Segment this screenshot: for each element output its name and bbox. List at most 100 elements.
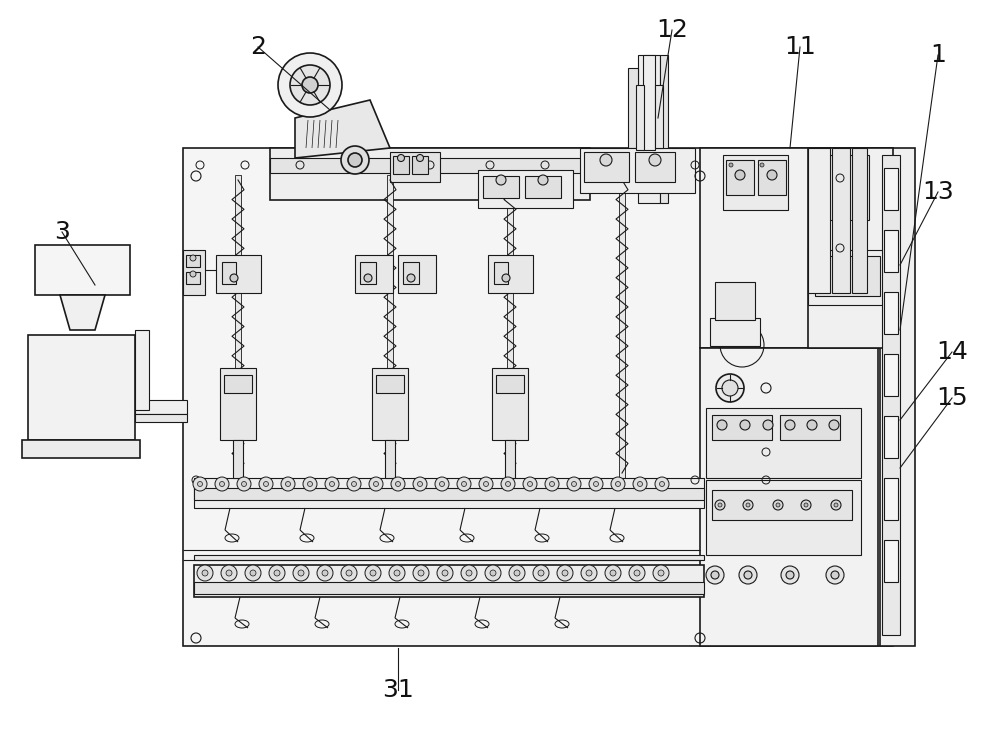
Circle shape <box>365 565 381 581</box>
Circle shape <box>462 482 466 486</box>
Circle shape <box>437 565 453 581</box>
Bar <box>726 160 754 195</box>
Circle shape <box>193 477 207 491</box>
Circle shape <box>330 482 334 486</box>
Text: 14: 14 <box>936 340 968 364</box>
Bar <box>808 148 830 293</box>
Bar <box>660 55 668 203</box>
Circle shape <box>317 565 333 581</box>
Bar <box>488 255 533 293</box>
Circle shape <box>715 500 725 510</box>
Circle shape <box>407 274 415 282</box>
Circle shape <box>634 570 640 576</box>
Circle shape <box>259 477 273 491</box>
Text: 1: 1 <box>930 43 946 67</box>
Circle shape <box>418 570 424 576</box>
Circle shape <box>347 477 361 491</box>
Circle shape <box>545 477 559 491</box>
Text: 13: 13 <box>922 180 954 204</box>
Circle shape <box>302 77 318 93</box>
Circle shape <box>786 571 794 579</box>
Circle shape <box>202 570 208 576</box>
Bar <box>376 375 404 393</box>
Bar <box>387 175 393 478</box>
Circle shape <box>303 477 317 491</box>
Circle shape <box>281 477 295 491</box>
Circle shape <box>502 274 510 282</box>
Bar <box>884 168 898 210</box>
Circle shape <box>396 482 400 486</box>
Circle shape <box>370 570 376 576</box>
Circle shape <box>341 146 369 174</box>
Bar <box>28 335 135 440</box>
Bar <box>360 262 376 284</box>
Circle shape <box>711 571 719 579</box>
Bar <box>398 255 436 293</box>
Bar <box>194 478 704 508</box>
Circle shape <box>572 482 576 486</box>
Circle shape <box>638 482 642 486</box>
Bar <box>628 68 638 148</box>
Circle shape <box>557 565 573 581</box>
Circle shape <box>413 565 429 581</box>
Circle shape <box>416 155 424 161</box>
Bar <box>270 158 590 173</box>
Bar <box>884 230 898 272</box>
Circle shape <box>398 155 404 161</box>
Circle shape <box>600 154 612 166</box>
Text: 2: 2 <box>250 35 266 59</box>
Circle shape <box>744 571 752 579</box>
Circle shape <box>364 274 372 282</box>
Circle shape <box>718 503 722 507</box>
Bar <box>222 262 236 284</box>
Bar <box>884 354 898 396</box>
Circle shape <box>562 570 568 576</box>
Circle shape <box>528 482 532 486</box>
Bar <box>393 156 409 174</box>
Bar <box>884 478 898 520</box>
Circle shape <box>735 170 745 180</box>
Circle shape <box>767 170 777 180</box>
Circle shape <box>773 500 783 510</box>
Circle shape <box>610 570 616 576</box>
Bar <box>235 175 241 478</box>
Circle shape <box>352 482 356 486</box>
Bar <box>858 155 869 220</box>
Circle shape <box>413 477 427 491</box>
Circle shape <box>391 477 405 491</box>
Bar <box>580 148 695 193</box>
Circle shape <box>226 570 232 576</box>
Circle shape <box>290 65 330 105</box>
Circle shape <box>550 482 554 486</box>
Circle shape <box>716 374 744 402</box>
Circle shape <box>346 570 352 576</box>
Bar <box>619 175 625 478</box>
Circle shape <box>633 477 647 491</box>
Circle shape <box>801 500 811 510</box>
Circle shape <box>484 482 488 486</box>
Bar <box>492 368 528 440</box>
Circle shape <box>829 420 839 430</box>
Bar <box>712 415 772 440</box>
Circle shape <box>514 570 520 576</box>
Circle shape <box>581 565 597 581</box>
Circle shape <box>325 477 339 491</box>
Circle shape <box>221 565 237 581</box>
Bar <box>496 375 524 393</box>
Bar <box>233 440 243 478</box>
Circle shape <box>763 420 773 430</box>
Bar <box>183 148 893 646</box>
Bar <box>808 250 893 305</box>
Circle shape <box>655 477 669 491</box>
Bar <box>372 368 408 440</box>
Circle shape <box>804 503 808 507</box>
Circle shape <box>341 565 357 581</box>
Circle shape <box>501 477 515 491</box>
Bar <box>710 318 760 346</box>
Circle shape <box>649 154 661 166</box>
Circle shape <box>533 565 549 581</box>
Bar <box>220 368 256 440</box>
Bar <box>706 480 861 555</box>
Circle shape <box>322 570 328 576</box>
Circle shape <box>506 482 511 486</box>
